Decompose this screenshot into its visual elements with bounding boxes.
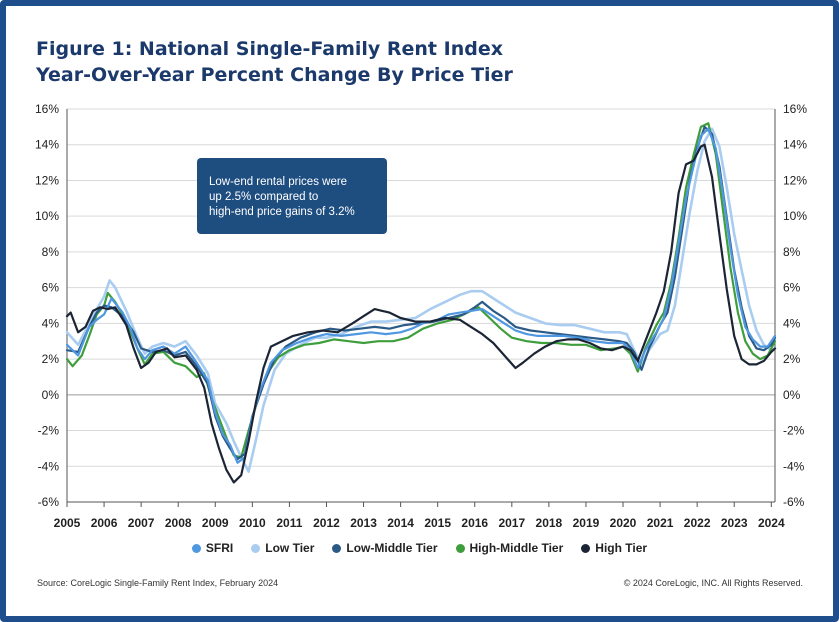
y-tick-label-right: 4% [783,316,801,330]
x-tick-label: 2024 [758,516,785,530]
callout-box: Low-end rental prices were up 2.5% compa… [197,158,387,234]
x-tick-label: 2015 [424,516,451,530]
x-tick-label: 2012 [313,516,340,530]
x-tick-label: 2009 [202,516,229,530]
legend-swatch [251,544,261,553]
legend-label: SFRI [205,541,234,555]
x-tick-label: 2016 [461,516,488,530]
copyright-note: © 2024 CoreLogic, INC. All Rights Reserv… [623,578,803,588]
series-line-low-tier [65,127,777,473]
legend-label: Low Tier [265,541,315,555]
x-tick-label: 2010 [239,516,266,530]
legend: SFRI Low Tier Low-Middle Tier High-Middle T… [0,541,839,555]
y-tick-label-left: -4% [38,459,60,473]
y-tick-label-right: 2% [783,352,801,366]
x-tick-label: 2021 [647,516,674,530]
x-tick-label: 2018 [536,516,563,530]
x-tick-label: 2022 [684,516,711,530]
legend-swatch [581,544,591,553]
y-tick-label-right: 10% [783,209,807,223]
y-tick-label-left: 0% [42,388,60,402]
callout-line-3: high-end price gains of 3.2% [209,206,355,218]
legend-label: Low-Middle Tier [346,541,438,555]
legend-item-low-middle-tier: Low-Middle Tier [332,541,438,555]
y-tick-label-left: 14% [35,138,59,152]
y-tick-label-right: 6% [783,281,801,295]
y-tick-label-left: 16% [35,102,59,116]
y-tick-label-right: -2% [783,424,805,438]
legend-item-high-middle-tier: High-Middle Tier [455,541,564,555]
y-tick-label-right: -4% [783,459,805,473]
series-line-high-tier [65,143,777,484]
callout-line-2: up 2.5% compared to [209,191,319,203]
y-tick-label-left: 10% [35,209,59,223]
source-note: Source: CoreLogic Single-Family Rent Ind… [37,578,279,588]
legend-swatch [191,544,201,553]
legend-item-high-tier: High Tier [581,541,647,555]
x-tick-label: 2014 [387,516,414,530]
y-tick-label-right: -6% [783,495,805,509]
y-tick-label-right: 16% [783,102,807,116]
legend-label: High-Middle Tier [469,541,564,555]
y-tick-label-left: -2% [38,424,60,438]
x-tick-label: 2007 [128,516,155,530]
y-tick-label-left: 6% [42,281,60,295]
legend-item-low-tier: Low Tier [251,541,314,555]
legend-swatch [455,544,465,553]
y-tick-label-left: 4% [42,316,60,330]
x-tick-label: 2013 [350,516,377,530]
x-tick-label: 2011 [276,516,302,530]
series-line-high-middle-tier [65,122,777,459]
x-tick-label: 2006 [91,516,118,530]
legend-label: High Tier [595,541,648,555]
legend-item-sfri: SFRI [191,541,234,555]
y-tick-label-left: 12% [35,173,59,187]
x-tick-label: 2020 [610,516,637,530]
chart-title-line-2: Year-Over-Year Percent Change By Price T… [36,64,513,86]
x-tick-label: 2005 [54,516,81,530]
y-tick-label-right: 8% [783,245,801,259]
y-tick-label-right: 0% [783,388,801,402]
x-tick-label: 2008 [165,516,192,530]
chart-title-line-1: Figure 1: National Single-Family Rent In… [36,38,503,60]
x-tick-label: 2017 [498,516,525,530]
x-tick-label: 2023 [721,516,748,530]
y-tick-label-left: 2% [42,352,60,366]
chart-title: Figure 1: National Single-Family Rent In… [36,36,513,88]
y-tick-label-right: 12% [783,173,807,187]
y-tick-label-left: -6% [38,495,60,509]
series-line-sfri [65,127,777,464]
x-tick-label: 2019 [573,516,600,530]
callout-line-1: Low-end rental prices were [209,176,348,188]
legend-swatch [332,544,342,553]
y-tick-label-right: 14% [783,138,807,152]
y-tick-label-left: 8% [42,245,60,259]
